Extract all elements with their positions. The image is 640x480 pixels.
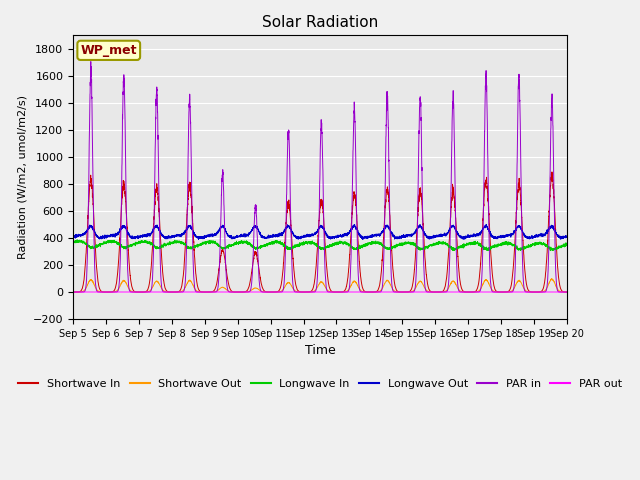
X-axis label: Time: Time	[305, 344, 335, 357]
Title: Solar Radiation: Solar Radiation	[262, 15, 378, 30]
Legend: Shortwave In, Shortwave Out, Longwave In, Longwave Out, PAR in, PAR out: Shortwave In, Shortwave Out, Longwave In…	[14, 374, 626, 393]
Y-axis label: Radiation (W/m2, umol/m2/s): Radiation (W/m2, umol/m2/s)	[17, 95, 28, 259]
Text: WP_met: WP_met	[81, 44, 137, 57]
